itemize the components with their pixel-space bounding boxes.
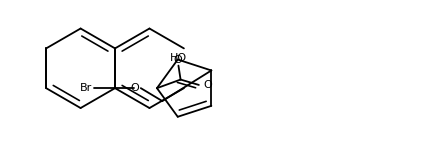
- Text: Br: Br: [80, 83, 92, 93]
- Text: O: O: [173, 54, 182, 64]
- Text: O: O: [203, 80, 212, 90]
- Text: HO: HO: [170, 53, 187, 63]
- Text: O: O: [130, 83, 139, 93]
